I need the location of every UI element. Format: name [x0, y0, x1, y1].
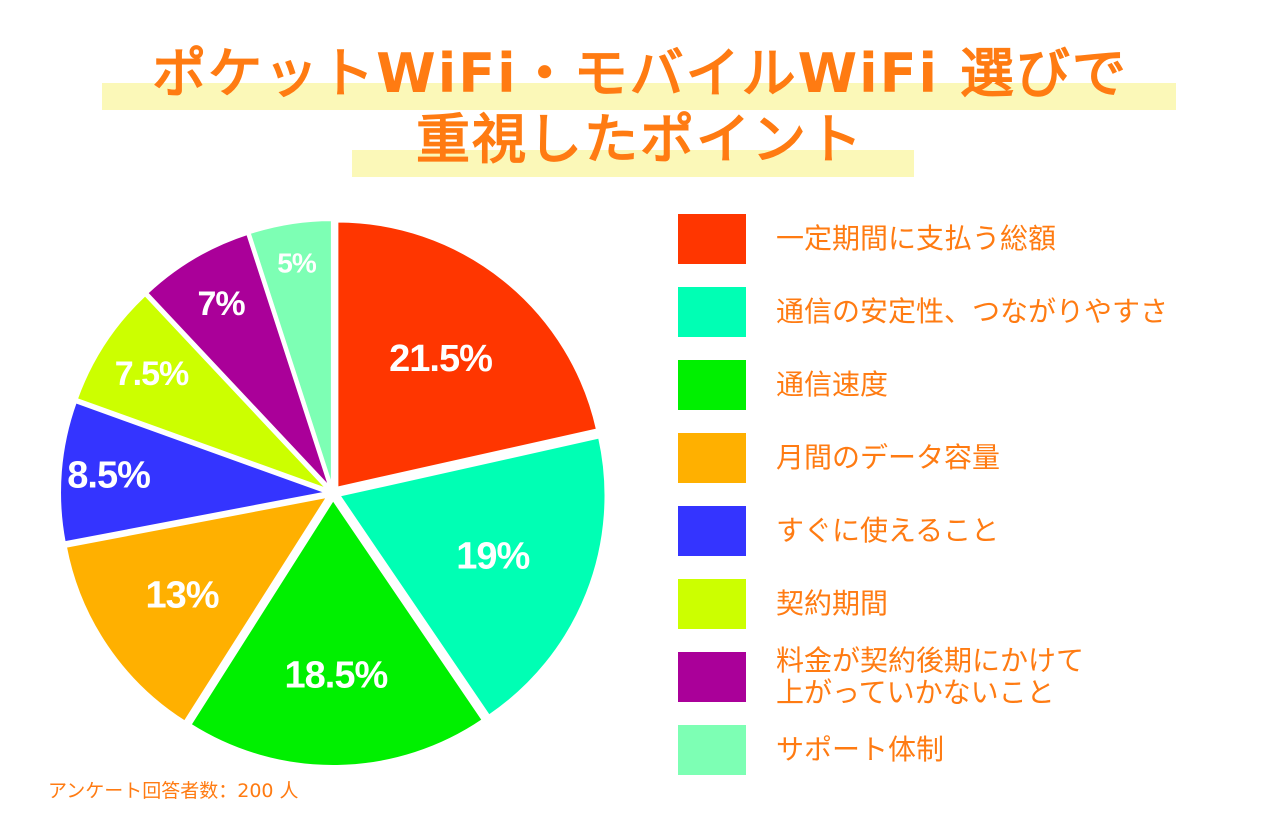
- slice-value-label-2: 19%: [456, 535, 529, 577]
- pie-slice-7: [145, 232, 331, 488]
- legend-label-2: 通信の安定性、つながりやすさ: [776, 295, 1169, 328]
- title-highlight-2: [352, 150, 914, 177]
- legend-label-5: すぐに使えること: [776, 514, 1000, 547]
- slice-value-label-1: 21.5%: [389, 338, 492, 380]
- legend-swatch-3: [678, 360, 746, 410]
- legend-item-7: 料金が契約後期にかけて 上がっていかないこと: [678, 644, 1258, 709]
- pie-slice-5: [59, 401, 330, 544]
- legend-item-1: 一定期間に支払う総額: [678, 214, 1258, 266]
- legend-swatch-5: [678, 506, 746, 556]
- legend-item-8: サポート体制: [678, 725, 1258, 777]
- legend-label-3: 通信速度: [776, 368, 889, 401]
- pie-slice-6: [75, 293, 328, 491]
- respondent-count-note: アンケート回答者数：200 人: [48, 780, 299, 802]
- legend-swatch-8: [678, 725, 746, 775]
- pie-slice-3: [189, 498, 485, 767]
- slice-value-label-6: 7.5%: [115, 355, 189, 393]
- legend-label-7: 料金が契約後期にかけて 上がっていかないこと: [776, 644, 1085, 709]
- legend-label-8: サポート体制: [776, 733, 945, 766]
- slice-value-label-8: 5%: [277, 247, 317, 278]
- pie-slice-2: [337, 436, 607, 717]
- legend-item-3: 通信速度: [678, 360, 1258, 412]
- legend-swatch-4: [678, 433, 746, 483]
- legend-item-5: すぐに使えること: [678, 506, 1258, 558]
- pie-slices: [59, 219, 607, 767]
- slice-value-label-5: 8.5%: [67, 454, 150, 496]
- chart-title-line-1: ポケットWiFi・モバイルWiFi 選びで: [152, 42, 1128, 105]
- slice-value-label-7: 7%: [198, 285, 246, 323]
- legend-swatch-2: [678, 287, 746, 337]
- legend-item-2: 通信の安定性、つながりやすさ: [678, 287, 1258, 339]
- legend-swatch-7: [678, 652, 746, 702]
- slice-value-label-3: 18.5%: [285, 655, 388, 697]
- legend-swatch-1: [678, 214, 746, 264]
- slice-value-label-4: 13%: [145, 575, 218, 617]
- pie-slice-4: [64, 495, 330, 723]
- title-highlight-1: [102, 83, 1176, 110]
- legend-label-4: 月間のデータ容量: [776, 441, 1001, 474]
- legend-swatch-6: [678, 579, 746, 629]
- pie-slice-8: [248, 219, 333, 487]
- pie-slice-1: [336, 220, 599, 489]
- legend-label-6: 契約期間: [776, 587, 889, 620]
- legend-item-6: 契約期間: [678, 579, 1258, 631]
- legend-label-1: 一定期間に支払う総額: [776, 222, 1057, 255]
- chart-title-line-2: 重視したポイント: [416, 108, 864, 171]
- pie-slice-labels: 21.5% 19% 18.5% 13% 8.5% 7.5%7% 5%: [67, 247, 530, 697]
- legend-item-4: 月間のデータ容量: [678, 433, 1258, 485]
